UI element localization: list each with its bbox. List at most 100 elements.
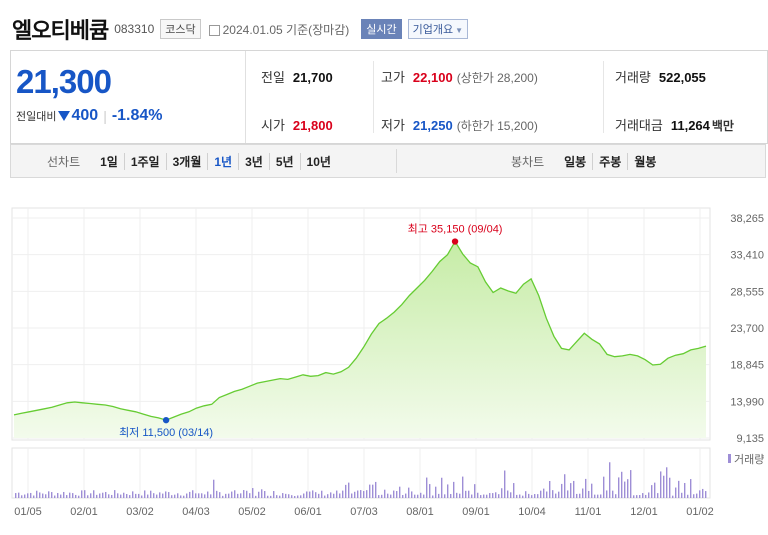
y-tick-label: 33,410: [730, 250, 764, 262]
volume-bar: [135, 493, 137, 498]
volume-bar: [366, 490, 368, 498]
volume-bar: [282, 493, 284, 498]
period-3y[interactable]: 3년: [238, 152, 269, 170]
price-line: [13, 240, 707, 421]
volume-bar: [255, 495, 257, 498]
volume-bar: [408, 487, 410, 498]
volume-bar: [426, 477, 428, 498]
period-10y[interactable]: 10년: [299, 152, 337, 170]
y-tick-label: 9,135: [736, 433, 764, 445]
volume-bar: [138, 493, 140, 498]
volume-bar: [327, 494, 329, 498]
volume-bar: [396, 491, 398, 498]
volume-bar: [252, 488, 254, 498]
volume-bar: [162, 493, 164, 498]
price-change: 전일대비 400 | -1.84%: [16, 107, 163, 125]
volume-bar: [639, 495, 641, 498]
period-1y[interactable]: 1년: [207, 152, 238, 170]
candle-chart-group: 봉차트 일봉 주봉 월봉: [511, 145, 662, 177]
volume-bar: [342, 490, 344, 498]
line-chart-group: 선차트 1일 1주일 3개월 1년 3년 5년 10년: [47, 145, 337, 177]
volume-bar: [204, 494, 206, 498]
volume-bar: [186, 493, 188, 498]
volume-bar: [441, 477, 443, 498]
period-5y[interactable]: 5년: [268, 152, 300, 170]
volume-bar: [189, 491, 191, 498]
volume-bar: [141, 495, 143, 498]
volume-bar: [384, 489, 386, 498]
volume-bar: [90, 493, 92, 498]
volume-bar: [579, 493, 581, 498]
quote-panel: 21,300 전일대비 400 | -1.84% 전일 21,700 고가 22,1…: [10, 50, 768, 144]
period-3m[interactable]: 3개월: [165, 152, 208, 170]
volume-bar: [390, 494, 392, 498]
volume-bar: [171, 495, 173, 498]
current-price: 21,300: [16, 63, 112, 100]
volume-bar: [132, 491, 134, 498]
divider: [396, 149, 397, 173]
divider: [373, 61, 374, 133]
volume-legend-label: 거래량: [734, 453, 764, 466]
volume-bar: [603, 476, 605, 498]
price-chart[interactable]: 38,265 33,410 28,555 23,700 18,845 13,990 9,13…: [0, 190, 768, 530]
volume-bar: [597, 494, 599, 498]
volume-bar: [702, 488, 704, 498]
x-tick-label: 11/01: [575, 506, 602, 518]
volume-bar: [669, 477, 671, 498]
volume-bar: [438, 493, 440, 498]
x-tick-label: 07/03: [350, 506, 378, 518]
candle-daily[interactable]: 일봉: [564, 154, 587, 169]
company-overview-dropdown[interactable]: 기업개요 ▼: [407, 19, 469, 39]
volume-bar: [270, 495, 272, 498]
volume-bar: [552, 490, 554, 498]
x-tick-label: 10/04: [518, 506, 546, 518]
x-tick-label: 06/01: [294, 506, 322, 518]
volume-bar: [48, 491, 50, 498]
volume-bar: [159, 492, 161, 498]
volume-bar: [30, 492, 32, 498]
candle-weekly[interactable]: 주봉: [592, 152, 627, 170]
realtime-button[interactable]: 실시간: [361, 19, 402, 39]
volume-bar: [573, 480, 575, 498]
y-tick-label: 28,555: [730, 286, 764, 298]
volume-bar: [414, 494, 416, 498]
volume-bar: [312, 490, 314, 498]
volume-bar: [111, 494, 113, 498]
volume-bar: [543, 488, 545, 498]
volume-bar: [63, 491, 65, 498]
volume-bar: [561, 483, 563, 498]
volume-bar: [168, 492, 170, 498]
x-tick-label: 02/01: [70, 506, 98, 518]
volume-bar: [216, 490, 218, 498]
volume-bar: [375, 481, 377, 498]
volume-bar: [435, 486, 437, 498]
y-axis-labels: 38,265 33,410 28,555 23,700 18,845 13,990 9,13…: [730, 213, 764, 445]
volume-bars: 거래량: [15, 453, 764, 498]
volume-bar: [432, 495, 434, 498]
volume-bar: [516, 494, 518, 498]
volume-bar: [249, 493, 251, 498]
volume-bar: [108, 494, 110, 498]
volume-bar: [648, 492, 650, 498]
volume-bar: [153, 493, 155, 498]
volume-bar: [387, 493, 389, 498]
volume-bar: [453, 481, 455, 498]
x-tick-label: 05/02: [238, 506, 266, 518]
day-open: 시가 21,800: [261, 118, 333, 133]
volume-bar: [621, 471, 623, 498]
volume-bar: [123, 492, 125, 498]
chart-annotations: 최고 35,150 (09/04) 최저 11,500 (03/14): [119, 223, 502, 440]
down-triangle-icon: [58, 111, 71, 121]
volume-bar: [468, 490, 470, 498]
volume-bar: [18, 492, 20, 498]
volume-bar: [78, 495, 80, 498]
volume-bar: [564, 474, 566, 498]
volume-bar: [699, 490, 701, 498]
period-1d[interactable]: 1일: [100, 154, 118, 169]
y-tick-label: 23,700: [730, 323, 764, 335]
candle-monthly[interactable]: 월봉: [627, 152, 662, 170]
volume-bar: [687, 494, 689, 498]
period-1w[interactable]: 1주일: [123, 152, 166, 170]
volume-bar: [267, 495, 269, 498]
volume-bar: [273, 491, 275, 498]
